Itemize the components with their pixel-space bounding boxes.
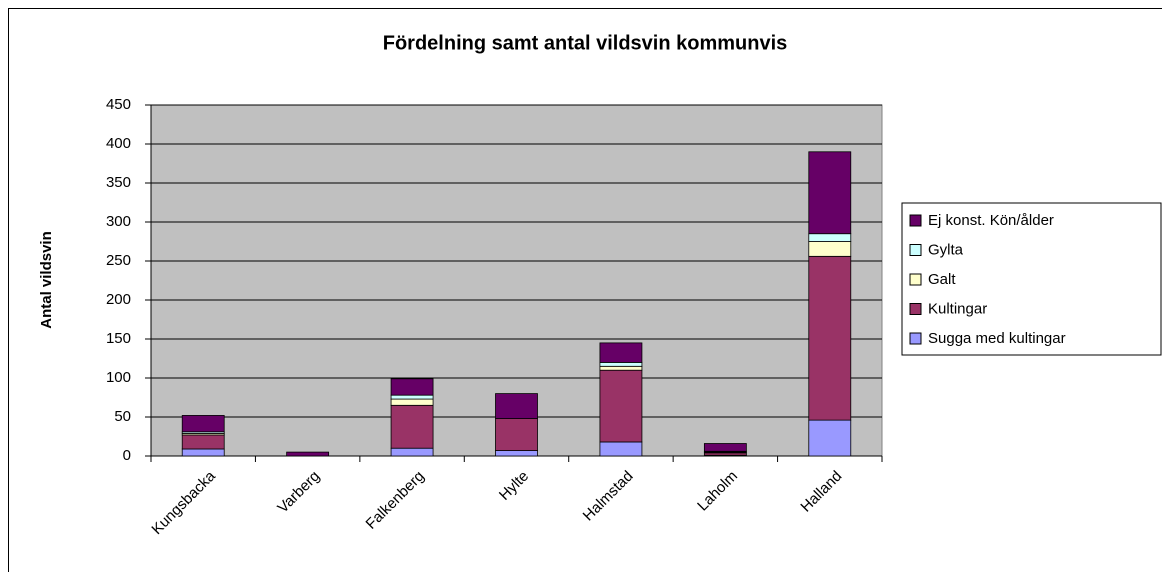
- bar-segment: [703, 443, 747, 452]
- bar-segment: [181, 448, 225, 457]
- y-tick-label: 50: [114, 408, 131, 425]
- bar-segment: [599, 342, 643, 363]
- bar-segment: [181, 434, 225, 450]
- bar-segment: [181, 415, 225, 433]
- bar-segment: [286, 451, 330, 457]
- bar-segment: [808, 233, 852, 242]
- legend-swatch: [909, 244, 922, 256]
- bar-segment: [599, 361, 643, 367]
- legend-label: Ej konst. Kön/ålder: [928, 212, 1054, 229]
- bar-segment: [495, 450, 538, 457]
- legend-swatch: [909, 273, 922, 286]
- bar-segment: [599, 365, 643, 371]
- bar-segment: [390, 404, 434, 449]
- bar-segment: [599, 441, 643, 457]
- bar-segment: [495, 393, 538, 419]
- y-tick-label: 350: [106, 174, 131, 191]
- y-tick-label: 0: [123, 447, 131, 464]
- legend-box: [901, 202, 1162, 356]
- bar-segment: [808, 419, 852, 457]
- bar-segment: [390, 447, 434, 457]
- bar-segment: [390, 378, 434, 396]
- y-tick-label: 150: [106, 330, 131, 347]
- y-axis-label: Antal vildsvin: [38, 231, 55, 329]
- legend-label: Galt: [928, 271, 956, 288]
- y-tick-label: 100: [106, 369, 131, 386]
- bar-segment: [390, 398, 434, 406]
- bar-segment: [808, 241, 852, 257]
- bar-segment: [808, 151, 852, 235]
- y-tick-label: 450: [106, 96, 131, 113]
- legend-swatch: [909, 332, 922, 345]
- y-tick-label: 400: [106, 135, 131, 152]
- chart-title: Fördelning samt antal vildsvin kommunvis: [383, 32, 788, 54]
- y-tick-label: 300: [106, 213, 131, 230]
- bar-segment: [599, 369, 643, 443]
- legend-swatch: [909, 303, 922, 315]
- legend-label: Kultingar: [928, 300, 987, 317]
- bar-segment: [390, 394, 434, 400]
- bar-segment: [808, 255, 852, 421]
- y-tick-label: 250: [106, 252, 131, 269]
- legend-label: Sugga med kultingar: [928, 330, 1066, 347]
- legend-label: Gylta: [928, 241, 964, 258]
- legend-swatch: [909, 214, 922, 227]
- bar-segment: [495, 418, 538, 451]
- y-tick-label: 200: [106, 291, 131, 308]
